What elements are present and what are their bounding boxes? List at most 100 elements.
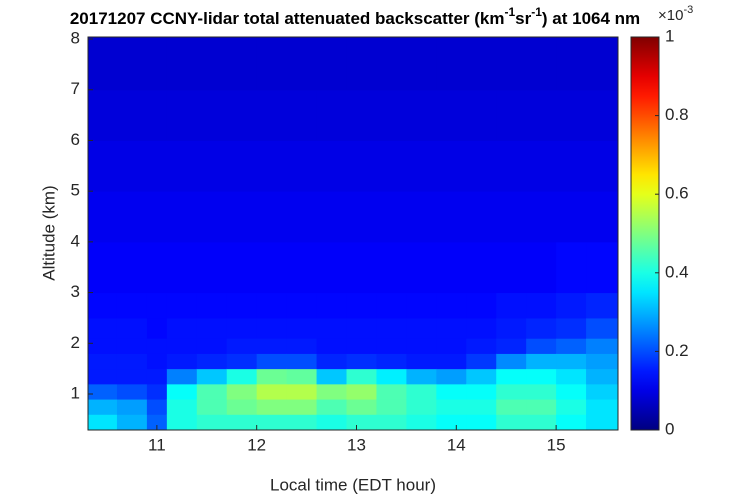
heatmap-cell: [166, 241, 198, 294]
colorbar-tick-label: 1: [665, 26, 674, 45]
heatmap-cell: [256, 414, 288, 431]
exponent-base: ×10: [658, 7, 683, 24]
heatmap-cell: [436, 191, 467, 243]
heatmap-cell: [256, 89, 288, 141]
heatmap-cell: [496, 353, 527, 370]
heatmap-cell: [376, 140, 407, 192]
heatmap-cell: [146, 338, 168, 354]
heatmap-cell: [226, 37, 258, 91]
heatmap-cell: [496, 399, 527, 415]
heatmap-cell: [226, 89, 258, 141]
heatmap-cell: [146, 37, 168, 91]
heatmap-cell: [196, 191, 228, 243]
heatmap-cell: [256, 353, 288, 370]
heatmap-cell: [466, 414, 497, 431]
heatmap-cell: [166, 89, 198, 141]
heatmap-cell: [496, 89, 527, 141]
heatmap-cell: [586, 353, 619, 370]
colorbar-tick-label: 0.2: [665, 341, 689, 360]
heatmap-cell: [88, 368, 118, 385]
heatmap-cell: [166, 140, 198, 192]
heatmap-cell: [316, 399, 348, 415]
heatmap-cell: [586, 368, 619, 385]
heatmap-cell: [436, 140, 467, 192]
heatmap-cell: [196, 338, 228, 354]
heatmap-cell: [88, 414, 118, 431]
heatmap-cell: [346, 317, 377, 339]
heatmap-cell: [196, 368, 228, 385]
heatmap-cell: [256, 37, 288, 91]
heatmap-cell: [556, 37, 587, 91]
heatmap-cell: [496, 191, 527, 243]
heatmap-cell: [436, 89, 467, 141]
heatmap-cell: [376, 37, 407, 91]
heatmap-cell: [116, 241, 148, 294]
heatmap-cell: [376, 414, 407, 431]
heatmap-cell: [256, 140, 288, 192]
heatmap-cell: [586, 338, 619, 354]
y-tick-label: 4: [71, 231, 80, 250]
heatmap-cell: [88, 140, 118, 192]
heatmap-cell: [316, 37, 348, 91]
heatmap-cell: [376, 353, 407, 370]
heatmap-cell: [436, 399, 467, 415]
x-tick-label: 14: [447, 435, 466, 454]
heatmap-cell: [586, 140, 619, 192]
heatmap-cell: [146, 383, 168, 400]
heatmap-cell: [146, 414, 168, 431]
heatmap-cell: [436, 241, 467, 294]
heatmap-cell: [466, 191, 497, 243]
heatmap-cell: [166, 368, 198, 385]
heatmap-cell: [286, 241, 318, 294]
heatmap-cell: [466, 383, 497, 400]
heatmap-cell: [196, 383, 228, 400]
title-superscript: -1: [504, 5, 515, 19]
heatmap-cell: [256, 292, 288, 319]
heatmap-cell: [116, 399, 148, 415]
heatmap-cell: [436, 317, 467, 339]
heatmap-cell: [526, 399, 557, 415]
heatmap-cell: [496, 368, 527, 385]
heatmap-cell: [496, 241, 527, 294]
heatmap-cell: [436, 414, 467, 431]
heatmap-cell: [526, 37, 557, 91]
y-tick-label: 2: [71, 333, 80, 352]
heatmap-cell: [466, 399, 497, 415]
heatmap-cell: [586, 317, 619, 339]
heatmap-cell: [226, 292, 258, 319]
heatmap-cell: [166, 383, 198, 400]
heatmap-cell: [316, 241, 348, 294]
heatmap-cell: [346, 368, 377, 385]
heatmap-cell: [376, 317, 407, 339]
heatmap-cell: [286, 338, 318, 354]
heatmap-cell: [466, 368, 497, 385]
heatmap-cell: [286, 414, 318, 431]
heatmap-cell: [256, 241, 288, 294]
heatmap-cell: [436, 383, 467, 400]
heatmap-cell: [316, 191, 348, 243]
heatmap-cell: [556, 89, 587, 141]
title-text: ) at 1064 nm: [542, 9, 640, 28]
heatmap-cell: [226, 368, 258, 385]
heatmap-cell: [256, 383, 288, 400]
heatmap-cell: [116, 414, 148, 431]
heatmap-cell: [526, 353, 557, 370]
heatmap-cell: [406, 317, 437, 339]
heatmap-cell: [406, 414, 437, 431]
heatmap-cell: [466, 89, 497, 141]
heatmap-cell: [286, 292, 318, 319]
heatmap-cell: [346, 241, 377, 294]
x-tick-label: 13: [347, 435, 366, 454]
heatmap-cell: [256, 338, 288, 354]
heatmap-cell: [466, 292, 497, 319]
heatmap-cell: [226, 353, 258, 370]
heatmap-cell: [226, 383, 258, 400]
heatmap-cell: [586, 241, 619, 294]
heatmap-cell: [316, 414, 348, 431]
heatmap-cell: [226, 191, 258, 243]
heatmap-cell: [196, 353, 228, 370]
heatmap-cell: [556, 338, 587, 354]
heatmap-cell: [146, 317, 168, 339]
heatmap-cell: [316, 292, 348, 319]
heatmap-cell: [406, 292, 437, 319]
